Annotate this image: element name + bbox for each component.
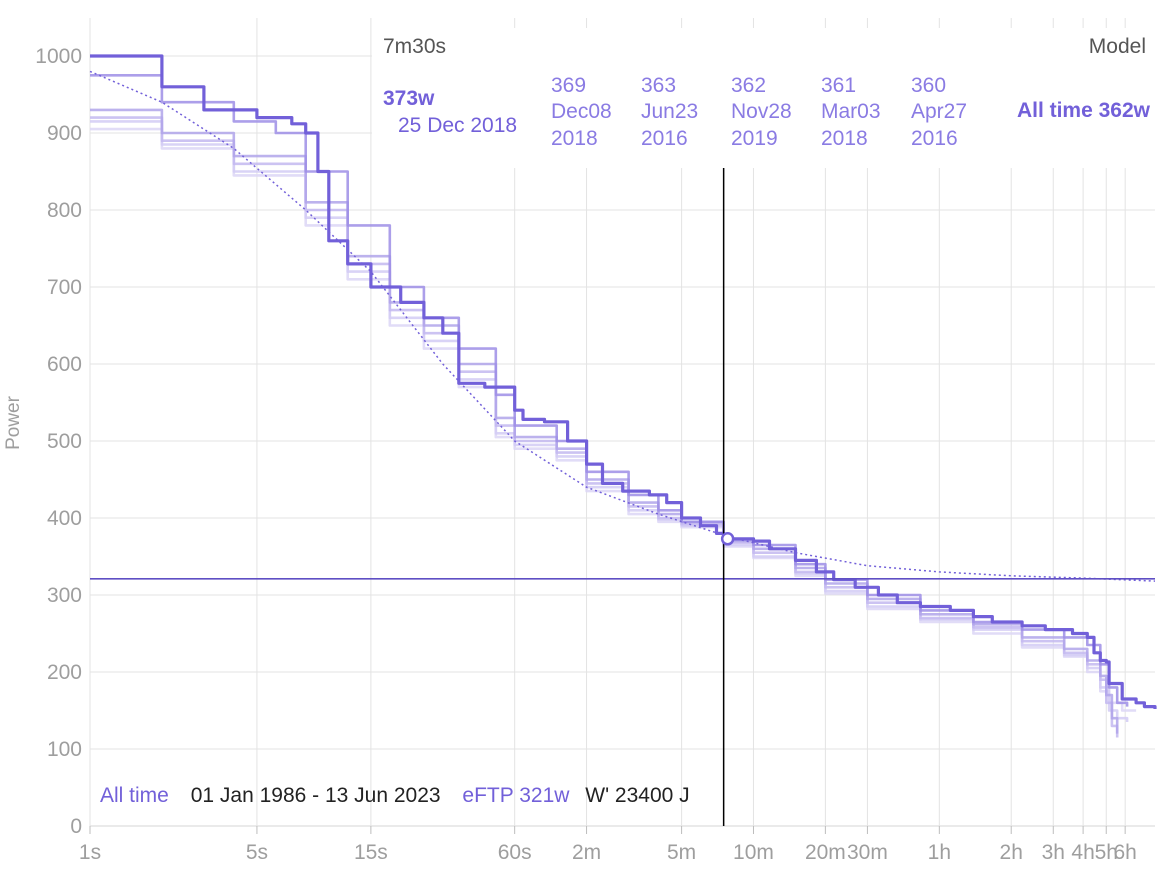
comparison-year: 2016 [911, 127, 958, 150]
x-tick-label: 20m [805, 841, 846, 864]
cursor-duration-label: 7m30s [383, 35, 446, 58]
y-tick-label: 100 [47, 738, 82, 761]
series-line [90, 54, 1157, 709]
grid-lines [89, 18, 1155, 827]
y-tick-label: 0 [70, 815, 82, 838]
comparison-year: 2018 [551, 127, 598, 150]
footer-range-label[interactable]: All time [100, 784, 169, 807]
x-tick-label: 60s [498, 841, 532, 864]
y-tick-label: 800 [47, 199, 82, 222]
comparison-date: Nov28 [731, 100, 792, 123]
model-label[interactable]: Model [1089, 35, 1146, 58]
model-curve [89, 70, 1156, 582]
x-tick-label: 2m [572, 841, 601, 864]
all-time-value: All time 362w [1017, 99, 1151, 122]
y-tick-label: 600 [47, 353, 82, 376]
footer: All time 01 Jan 1986 - 13 Jun 2023 eFTP … [100, 784, 690, 807]
selected-date: 25 Dec 2018 [398, 114, 517, 137]
footer-wprime: W' 23400 J [585, 784, 689, 807]
comparison-date: Apr27 [911, 100, 967, 123]
x-tick-label: 6h [1113, 841, 1136, 864]
cursor-marker[interactable] [720, 532, 735, 546]
comparison-value: 363 [641, 74, 676, 97]
series-line [90, 108, 1119, 734]
y-tick-label: 400 [47, 507, 82, 530]
x-tick-label: 4h [1071, 841, 1094, 864]
x-tick-label: 5m [667, 841, 696, 864]
comparison-year: 2018 [821, 127, 868, 150]
x-tick-label: 15s [354, 841, 388, 864]
header-background [372, 28, 1162, 168]
y-tick-label: 200 [47, 661, 82, 684]
x-tick-label: 5s [246, 841, 268, 864]
footer-range-dates: 01 Jan 1986 - 13 Jun 2023 [191, 784, 441, 807]
y-tick-label: 900 [47, 122, 82, 145]
x-tick-label: 2h [1000, 841, 1023, 864]
x-tick-label: 10m [733, 841, 774, 864]
comparison-date: Mar03 [821, 100, 881, 123]
y-axis-label: Power [3, 395, 24, 450]
comparison-value: 361 [821, 74, 856, 97]
y-axis-ticks: 0 100 200 300 400 500 600 700 800 900 1000 [35, 45, 82, 838]
x-tick-label: 5h [1095, 841, 1118, 864]
comparison-value: 369 [551, 74, 586, 97]
series-line [90, 116, 1119, 738]
y-tick-label: 500 [47, 430, 82, 453]
x-tick-label: 30m [847, 841, 888, 864]
y-tick-label: 700 [47, 276, 82, 299]
y-tick-label: 1000 [35, 45, 82, 68]
x-tick-label: 1h [928, 841, 951, 864]
comparison-year: 2016 [641, 127, 688, 150]
series-lines [89, 54, 1157, 738]
x-tick-label: 1s [79, 841, 101, 864]
comparison-value: 362 [731, 74, 766, 97]
comparison-date: Jun23 [641, 100, 698, 123]
x-tick-label: 3h [1042, 841, 1065, 864]
series-line [90, 120, 1129, 722]
cursor[interactable] [720, 168, 735, 826]
footer-eftp: eFTP 321w [462, 784, 570, 807]
y-tick-label: 300 [47, 584, 82, 607]
comparison-date: Dec08 [551, 100, 612, 123]
comparison-year: 2019 [731, 127, 778, 150]
selected-value: 373w [383, 87, 435, 110]
comparison-value: 360 [911, 74, 946, 97]
comparison-list: 369 Dec08 2018 363 Jun23 2016 362 Nov28 2019 361 M… [551, 74, 967, 150]
